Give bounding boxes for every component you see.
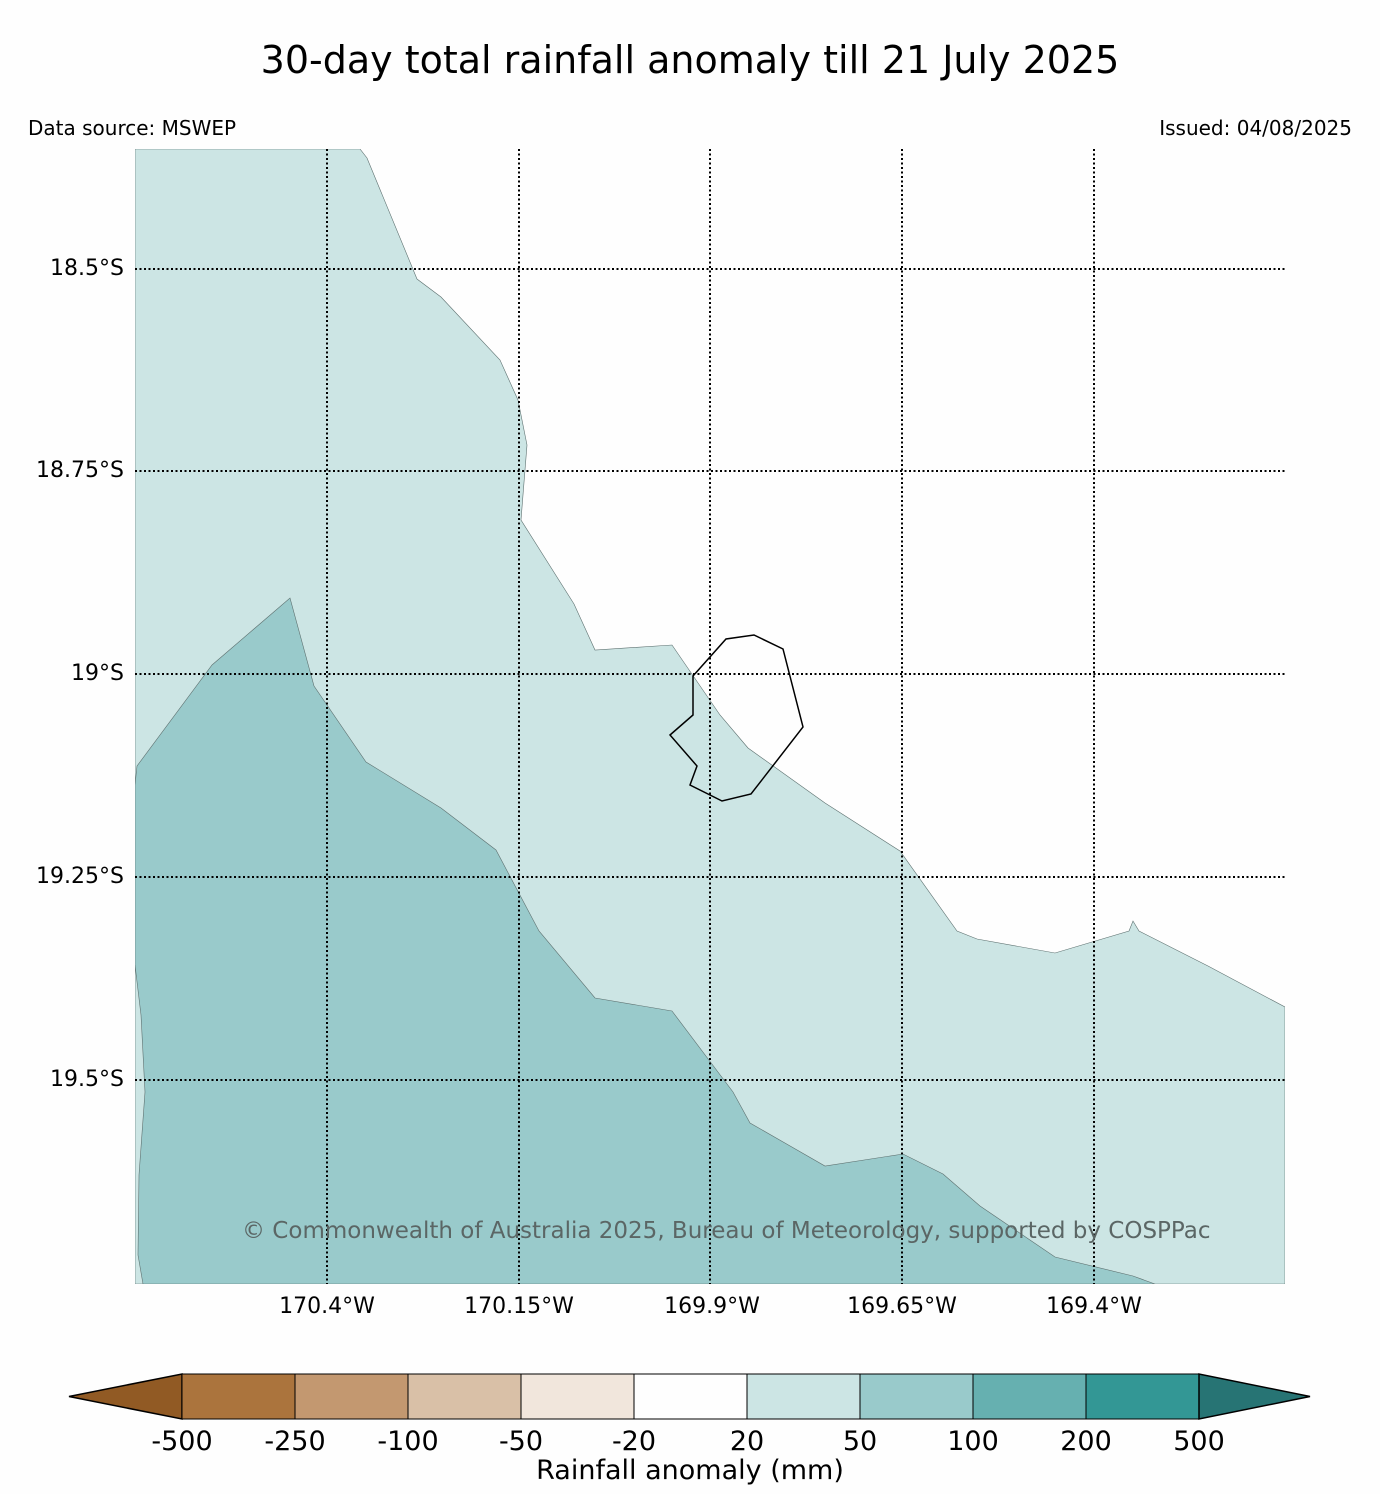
colorbar-segment (972, 1373, 1087, 1420)
colorbar-segment (520, 1373, 635, 1420)
lon-label: 170.15°W (464, 1294, 574, 1319)
colorbar-segment (294, 1373, 409, 1420)
colorbar-extend-low (68, 1373, 183, 1420)
map-plot-area (135, 149, 1285, 1284)
lon-label: 170.4°W (279, 1294, 375, 1319)
lon-label: 169.4°W (1046, 1294, 1142, 1319)
colorbar-tick-label: 20 (729, 1426, 765, 1457)
lat-label: 18.5°S (50, 256, 124, 281)
colorbar-segment (746, 1373, 861, 1420)
colorbar-tick-label: 200 (1060, 1426, 1112, 1457)
colorbar-tick-label: 500 (1173, 1426, 1225, 1457)
colorbar-extend-high (1198, 1373, 1311, 1420)
colorbar-tick-label: -250 (264, 1426, 326, 1457)
copyright-notice: © Commonwealth of Australia 2025, Bureau… (242, 1218, 1211, 1244)
island-coastline (668, 634, 804, 802)
colorbar-tick-label: -20 (611, 1426, 657, 1457)
data-source: Data source: MSWEP (28, 116, 237, 140)
lon-label: 169.9°W (664, 1294, 760, 1319)
colorbar-tick-label: -500 (151, 1426, 213, 1457)
colorbar-segment (1085, 1373, 1200, 1420)
issued-date: Issued: 04/08/2025 (1159, 116, 1352, 140)
lon-label: 169.65°W (847, 1294, 957, 1319)
colorbar-tick-label: -50 (498, 1426, 544, 1457)
colorbar-tick-label: 100 (947, 1426, 999, 1457)
colorbar-segment (181, 1373, 296, 1420)
lat-label: 19.25°S (36, 864, 124, 889)
gridlines (135, 149, 1285, 1284)
western-edge-shape (135, 964, 146, 1284)
lat-label: 19.5°S (50, 1067, 124, 1092)
lat-label: 19°S (71, 661, 124, 686)
map-title: 30-day total rainfall anomaly till 21 Ju… (260, 38, 1120, 82)
colorbar-segment (859, 1373, 974, 1420)
colorbar-label: Rainfall anomaly (mm) (536, 1455, 844, 1486)
colorbar-tick-label: 50 (842, 1426, 878, 1457)
colorbar-segment (633, 1373, 748, 1420)
colorbar-tick-label: -100 (377, 1426, 439, 1457)
colorbar (68, 1373, 1311, 1420)
lat-label: 18.75°S (36, 458, 124, 483)
colorbar-segment (407, 1373, 522, 1420)
